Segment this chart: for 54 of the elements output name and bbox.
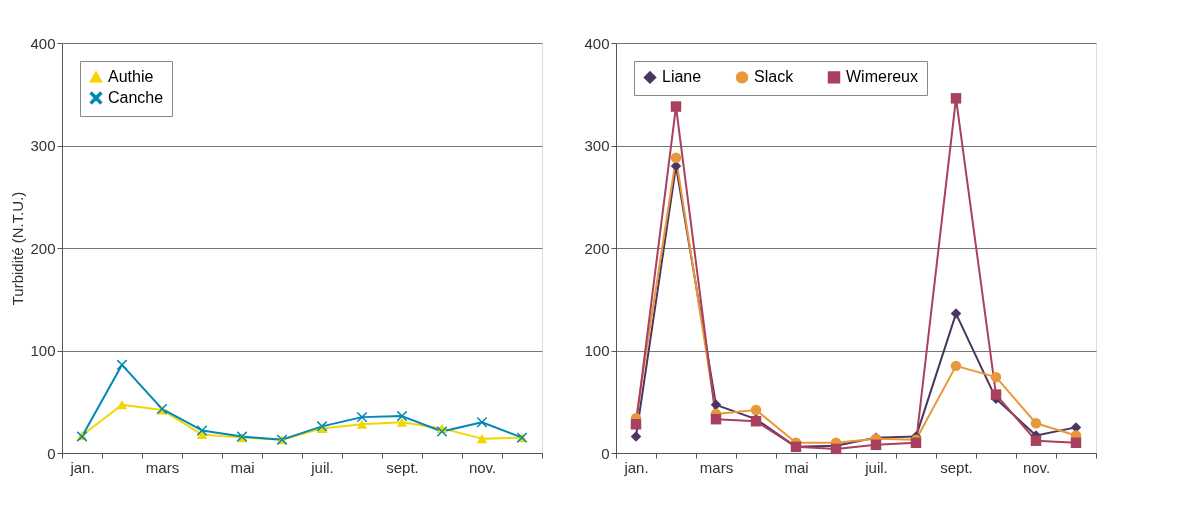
x-tick-label: nov. [468,458,497,476]
point [116,359,128,371]
point [870,439,882,451]
legend-label: Slack [754,68,795,86]
point [476,417,488,428]
y-tick-label: 400 [584,34,610,52]
x-tick-label: juil. [310,458,334,476]
x-tick-label: mars [699,458,734,476]
point [750,404,762,416]
x-tick-label: nov. [1022,458,1051,476]
point [670,152,682,164]
point [196,425,208,436]
y-tick-label: 300 [30,137,56,154]
y-tick-label: 0 [601,444,610,462]
point [1070,437,1082,448]
y-tick-label: 0 [47,444,56,462]
y-tick-label: 200 [584,239,610,257]
point [950,308,962,319]
legend-label: Authie [108,68,154,85]
point [196,430,208,440]
x-tick-label: sept. [386,458,419,476]
x-tick-label: jan. [69,458,95,476]
point [990,389,1002,400]
point [710,413,722,425]
point [116,400,128,410]
point [396,417,408,427]
point [950,360,962,372]
point [630,419,642,430]
y-tick-label: 200 [30,239,56,257]
point [950,93,962,104]
x-tick-label: jan. [623,458,649,476]
x-tick-label: juil. [864,458,888,476]
legend-label: Canche [108,89,164,106]
point [670,101,682,112]
point [630,431,642,442]
x-tick-label: sept. [940,458,973,476]
point [1030,418,1042,429]
legend-label: Wimereux [846,68,919,86]
legend-label: Liane [662,68,702,86]
x-tick-label: mai [230,458,255,476]
y-tick-label: 100 [584,342,610,359]
y-tick-label: 300 [584,137,610,154]
point [1030,435,1042,446]
y-axis-title: Turbidité (N.T.U.) [9,191,27,306]
point [356,411,368,423]
point [356,419,368,429]
point [476,434,488,444]
point [990,371,1002,383]
y-tick-label: 100 [30,342,56,359]
point [436,426,448,437]
x-tick-label: mars [145,458,180,476]
point [396,410,408,422]
x-tick-label: mai [784,458,809,476]
y-tick-label: 400 [30,34,56,52]
